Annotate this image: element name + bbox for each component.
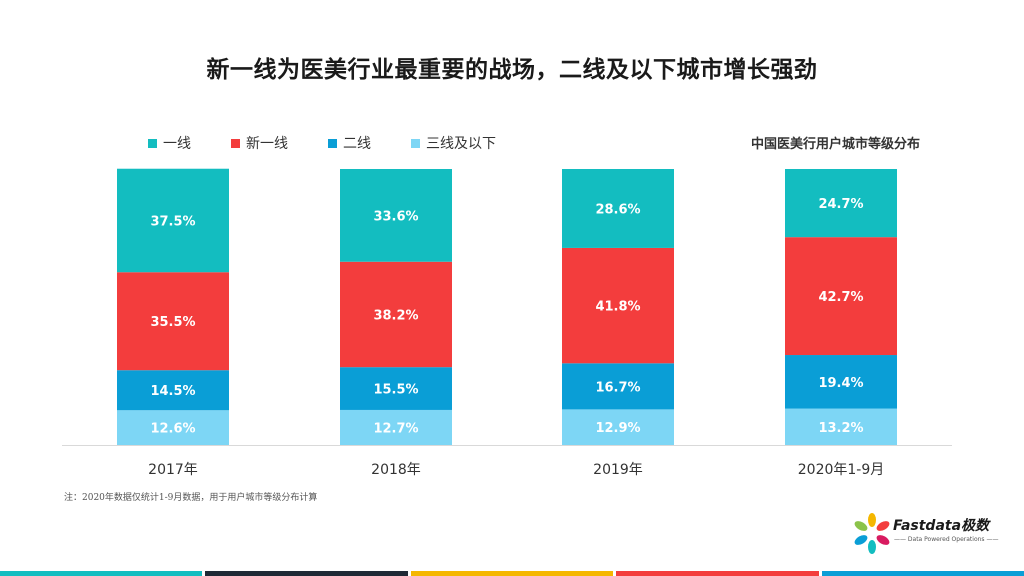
bar-segment-tier1 bbox=[562, 169, 674, 248]
data-label-tier3-below: 12.6% bbox=[150, 422, 195, 437]
data-label-tier3-below: 12.7% bbox=[373, 421, 418, 436]
bottom-bar-segment bbox=[821, 571, 1024, 576]
bar-segment-tier1 bbox=[785, 169, 897, 238]
chart-subtitle: 中国医美行用户城市等级分布 bbox=[750, 137, 920, 152]
x-tick-label: 2019年 bbox=[593, 462, 643, 478]
bottom-bar-segment bbox=[616, 571, 819, 576]
flower-logo-icon bbox=[854, 513, 890, 554]
data-label-tier3-below: 13.2% bbox=[818, 421, 863, 436]
bar-segment-tier1 bbox=[340, 169, 452, 262]
bar-segment-tier2 bbox=[785, 355, 897, 409]
bar-segment-tier3-below bbox=[117, 410, 229, 445]
bottom-bar-segment bbox=[205, 571, 408, 576]
data-label-new-tier1: 41.8% bbox=[595, 300, 640, 315]
bottom-bar-segment bbox=[0, 571, 203, 576]
bar-segment-tier2 bbox=[340, 367, 452, 410]
footnote: 注：2020年数据仅统计1-9月数据，用于用户城市等级分布计算 bbox=[64, 493, 318, 503]
bar-segment-new-tier1 bbox=[117, 272, 229, 371]
bar-segment-new-tier1 bbox=[562, 247, 674, 364]
legend-swatch-tier3-below bbox=[411, 138, 420, 148]
fastdata-logo: Fastdata极数 —— Data Powered Operations —— bbox=[852, 512, 1002, 560]
legend-label-tier3-below: 三线及以下 bbox=[426, 136, 496, 152]
data-label-tier2: 19.4% bbox=[818, 376, 863, 391]
legend-item-tier2: 二线 bbox=[328, 133, 371, 153]
legend-swatch-new-tier1 bbox=[231, 138, 240, 148]
data-label-new-tier1: 35.5% bbox=[150, 315, 195, 330]
legend-label-new-tier1: 新一线 bbox=[246, 136, 288, 152]
logo-name: Fastdata极数 bbox=[893, 518, 990, 534]
bar-segment-new-tier1 bbox=[340, 261, 452, 368]
bar-segment-tier2 bbox=[117, 370, 229, 411]
x-tick-label: 2018年 bbox=[371, 462, 421, 478]
bar-segment-new-tier1 bbox=[785, 237, 897, 356]
bar-segment-tier2 bbox=[562, 363, 674, 410]
legend-label-tier1: 一线 bbox=[163, 136, 191, 152]
legend-item-tier3-below: 三线及以下 bbox=[411, 133, 496, 153]
bar-segment-tier3-below bbox=[785, 408, 897, 445]
bar-segment-tier1 bbox=[117, 168, 229, 273]
logo-tagline: —— Data Powered Operations —— bbox=[894, 536, 999, 543]
data-label-tier2: 14.5% bbox=[150, 384, 195, 399]
x-tick-label: 2017年 bbox=[148, 462, 198, 478]
data-label-tier2: 16.7% bbox=[595, 380, 640, 395]
data-label-tier1: 24.7% bbox=[818, 197, 863, 212]
data-label-tier1: 37.5% bbox=[150, 214, 195, 229]
data-label-tier2: 15.5% bbox=[373, 383, 418, 398]
data-label-new-tier1: 38.2% bbox=[373, 308, 418, 323]
bar-segment-tier3-below bbox=[340, 409, 452, 445]
legend-item-tier1: 一线 bbox=[148, 133, 191, 153]
chart-legend: 一线 新一线 二线 三线及以下 bbox=[148, 133, 536, 153]
data-label-tier1: 33.6% bbox=[373, 209, 418, 224]
legend-label-tier2: 二线 bbox=[343, 136, 371, 152]
data-label-tier1: 28.6% bbox=[595, 202, 640, 217]
page-title: 新一线为医美行业最重要的战场，二线及以下城市增长强劲 bbox=[206, 57, 818, 83]
bar-segment-tier3-below bbox=[562, 409, 674, 445]
data-label-tier3-below: 12.9% bbox=[595, 421, 640, 436]
legend-swatch-tier2 bbox=[328, 138, 337, 148]
legend-swatch-tier1 bbox=[148, 138, 157, 148]
data-label-new-tier1: 42.7% bbox=[818, 290, 863, 305]
bottom-bar-segment bbox=[410, 571, 614, 576]
x-tick-label: 2020年1-9月 bbox=[798, 462, 885, 478]
bottom-color-bar bbox=[0, 571, 1024, 576]
legend-item-new-tier1: 新一线 bbox=[231, 133, 288, 153]
